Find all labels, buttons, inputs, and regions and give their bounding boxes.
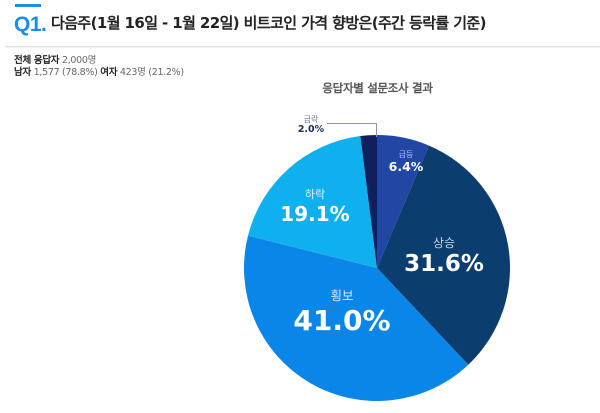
male-value: 1,577 (78.8%)	[33, 67, 98, 78]
slice-plunge	[360, 135, 377, 268]
slice-label-flat: 횡보 41.0%	[282, 288, 402, 337]
slice-value: 6.4%	[388, 159, 424, 174]
slice-flat	[244, 235, 469, 402]
slice-value: 19.1%	[280, 202, 350, 226]
chart-title: 응답자별 설문조사 결과	[322, 81, 433, 95]
total-value: 2,000명	[61, 55, 97, 66]
male-label: 남자	[14, 67, 31, 78]
slice-name: 횡보	[330, 288, 354, 303]
slice-label-fall: 하락 19.1%	[270, 189, 360, 224]
total-label: 전체 응답자	[14, 55, 60, 66]
slice-value: 41.0%	[293, 303, 391, 337]
slice-value: 2.0%	[297, 124, 325, 135]
question-title: 다음주(1월 16일 - 1월 22일) 비트코인 가격 향방은(주간 등락률 …	[51, 14, 486, 32]
respondent-stats: 전체 응답자 2,000명 남자 1,577 (78.8%) 여자 423명 (…	[14, 55, 184, 79]
question-accent-bar	[15, 4, 41, 7]
slice-label-surge: 급등 6.4%	[384, 151, 428, 174]
header-divider	[5, 46, 600, 47]
slice-fall	[248, 136, 377, 268]
gender-row: 남자 1,577 (78.8%) 여자 423명 (21.2%)	[14, 67, 184, 79]
female-label: 여자	[100, 67, 118, 78]
slice-value: 31.6%	[404, 251, 484, 277]
question-number: Q1.	[14, 13, 47, 36]
slice-rise	[377, 145, 511, 365]
slice-name: 상승	[432, 236, 456, 250]
slice-label-plunge: 급락 2.0%	[296, 116, 326, 135]
slice-surge	[377, 135, 429, 268]
slice-label-rise: 상승 31.6%	[384, 237, 504, 276]
total-respondents-row: 전체 응답자 2,000명	[14, 55, 184, 67]
female-value: 423명 (21.2%)	[119, 67, 184, 78]
slice-name: 급등	[398, 150, 414, 159]
slice-name: 급락	[303, 115, 319, 124]
callout-line	[327, 123, 377, 137]
slice-name: 하락	[304, 188, 326, 201]
